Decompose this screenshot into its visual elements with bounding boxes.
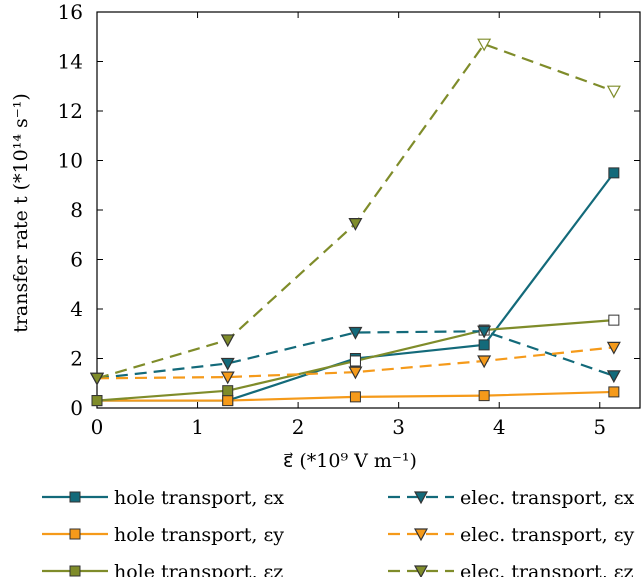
legend-entry: hole transport, εx (42, 487, 284, 509)
data-point (220, 371, 235, 385)
x-tick-label: 0 (91, 415, 104, 439)
y-tick-label: 4 (70, 297, 83, 321)
x-tick-label: 2 (292, 415, 305, 439)
y-tick-label: 8 (70, 198, 83, 222)
legend-marker (69, 491, 81, 503)
legend-entry: hole transport, εz (42, 561, 283, 577)
legend: hole transport, εx hole transport, εy hole… (42, 487, 635, 577)
legend-label: hole transport, εx (114, 487, 284, 509)
y-tick-label: 16 (58, 0, 83, 24)
x-tick-label: 1 (191, 415, 204, 439)
legend-entry: hole transport, εy (42, 524, 284, 546)
data-point (477, 38, 492, 52)
data-point (348, 326, 363, 340)
y-tick-label: 6 (70, 248, 83, 272)
y-axis-label-text: transfer rate t (*10¹⁴ s⁻¹) (10, 93, 32, 333)
series-line-4 (96, 330, 615, 380)
data-point (608, 167, 620, 179)
legend-label: elec. transport, εy (460, 524, 635, 546)
legend-entry: elec. transport, εy (388, 524, 635, 546)
data-point (348, 218, 363, 231)
y-tick-label: 10 (58, 149, 83, 173)
y-tick-label: 12 (58, 99, 83, 123)
legend-entry: elec. transport, εz (388, 561, 634, 577)
data-point (606, 370, 621, 384)
data-point (222, 395, 234, 407)
legend-label: hole transport, εy (114, 524, 284, 546)
data-point (91, 395, 103, 407)
y-tick-label: 2 (70, 347, 83, 371)
legend-entry: elec. transport, εx (388, 487, 635, 509)
data-point (606, 341, 621, 355)
data-point (220, 357, 235, 371)
data-point (349, 391, 361, 403)
legend-label: hole transport, εz (114, 561, 283, 577)
legend-marker (413, 528, 429, 542)
data-point (478, 390, 490, 402)
y-axis-label: transfer rate t (*10¹⁴ s⁻¹) (10, 93, 32, 333)
data-point (477, 355, 492, 369)
y-tick-label: 0 (70, 396, 83, 420)
data-point (349, 355, 361, 367)
data-point (220, 334, 235, 348)
x-tick-label: 3 (392, 415, 405, 439)
data-point (89, 372, 105, 386)
data-point (477, 325, 492, 339)
data-point (222, 385, 234, 397)
x-axis-label: ε⃗ (*10⁹ V m⁻¹) (283, 450, 417, 472)
x-tick-label: 5 (593, 415, 606, 439)
data-point (478, 339, 490, 351)
data-point (348, 366, 363, 380)
data-point (608, 386, 620, 398)
data-point (606, 85, 621, 99)
legend-marker (413, 565, 429, 577)
legend-marker (413, 491, 429, 505)
legend-marker (69, 528, 81, 540)
legend-label: elec. transport, εx (460, 487, 635, 509)
legend-marker (69, 565, 81, 577)
x-tick-label: 4 (493, 415, 506, 439)
data-point (608, 314, 620, 326)
legend-label: elec. transport, εz (460, 561, 634, 577)
y-tick-label: 14 (58, 50, 83, 74)
